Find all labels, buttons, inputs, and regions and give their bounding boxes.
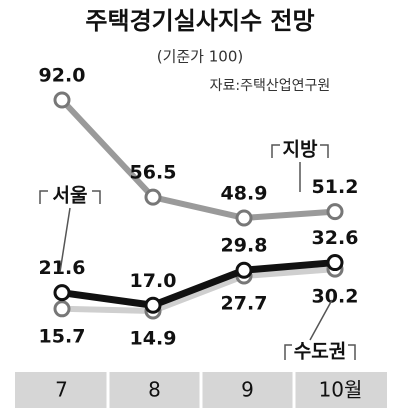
data-label: 92.0: [39, 65, 86, 87]
x-tick-label: 7: [55, 378, 68, 402]
x-tick-label: 8: [148, 378, 161, 402]
legend-bracket: [271, 144, 329, 192]
data-point: [53, 300, 71, 318]
legend-label: 지방: [283, 139, 318, 161]
series-line: [61, 266, 336, 314]
data-label: 51.2: [312, 176, 359, 198]
source: 자료:주택산업연구원: [210, 78, 331, 94]
data-label: 14.9: [130, 328, 177, 350]
x-tick-label: 10월: [319, 378, 363, 402]
data-point: [326, 254, 344, 272]
legend-bracket: [39, 190, 101, 273]
data-point: [144, 188, 162, 206]
data-label: 29.8: [221, 235, 268, 257]
data-label: 17.0: [130, 270, 177, 292]
data-point: [326, 203, 344, 221]
data-label: 32.6: [312, 227, 359, 249]
series-line: [61, 259, 336, 309]
data-label: 15.7: [39, 325, 86, 347]
data-point: [235, 209, 253, 227]
data-label: 30.2: [312, 286, 359, 308]
legend-label: 수도권: [294, 341, 346, 363]
chart-title: 주택경기실사지수 전망: [85, 7, 314, 35]
data-label: 27.7: [221, 292, 268, 314]
x-tick-label: 9: [241, 378, 254, 402]
data-label: 48.9: [221, 182, 268, 204]
data-point: [235, 261, 253, 279]
legend-bracket: [284, 299, 356, 360]
data-label: 21.6: [39, 257, 86, 279]
data-point: [53, 91, 71, 109]
data-point: [53, 284, 71, 302]
chart-subtitle: (기준가 100): [157, 48, 244, 66]
data-point: [144, 296, 162, 314]
legend-label: 서울: [53, 185, 88, 207]
series-line: [59, 97, 336, 221]
data-label: 56.5: [130, 162, 177, 184]
